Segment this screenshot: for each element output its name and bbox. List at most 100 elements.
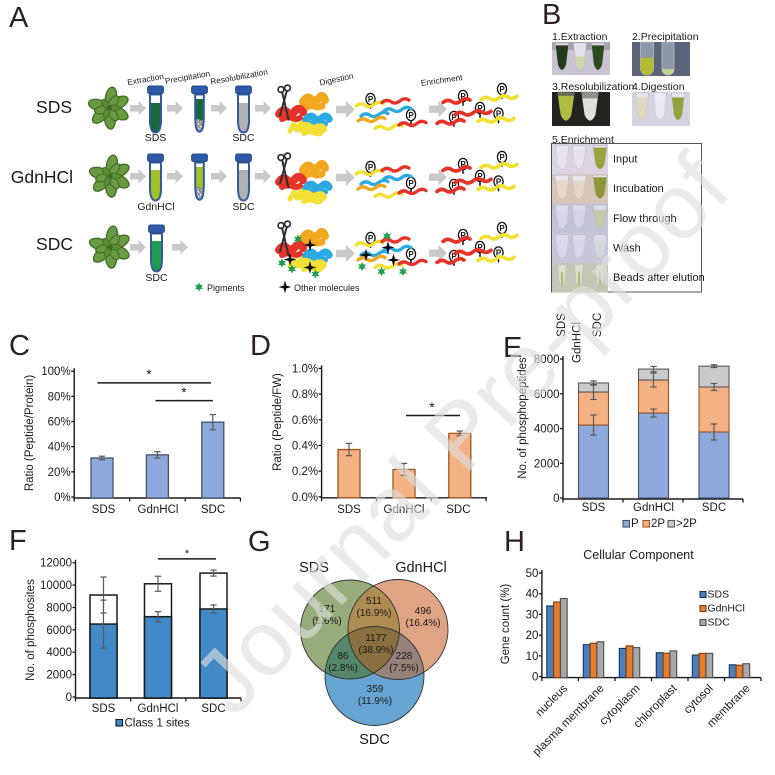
svg-text:30: 30 [526, 609, 539, 621]
svg-text:0.4%: 0.4% [292, 440, 318, 452]
svg-text:Ratio (Peptide/FW): Ratio (Peptide/FW) [272, 373, 284, 471]
svg-text:1.0%: 1.0% [292, 363, 318, 375]
svg-text:2.Precipitation: 2.Precipitation [632, 31, 699, 43]
svg-text:10000: 10000 [40, 580, 72, 592]
svg-text:G: G [248, 526, 271, 558]
svg-text:10: 10 [526, 651, 539, 663]
svg-text:Ratio (Peptide/Protein): Ratio (Peptide/Protein) [24, 375, 36, 492]
svg-text:4000: 4000 [534, 424, 560, 436]
svg-text:E: E [503, 332, 522, 364]
svg-text:No. of phosphosites: No. of phosphosites [25, 579, 37, 681]
svg-text:P: P [631, 518, 639, 530]
svg-text:Resolubilization: Resolubilization [209, 67, 268, 87]
svg-text:8000: 8000 [534, 354, 560, 366]
svg-text:Beads after elution: Beads after elution [613, 272, 705, 284]
svg-text:SDS: SDS [145, 132, 167, 144]
svg-text:C: C [9, 330, 30, 362]
svg-text:SDS: SDS [36, 97, 72, 117]
svg-text:3.Resolubilization: 3.Resolubilization [552, 81, 634, 93]
svg-text:SDC: SDC [201, 703, 225, 715]
svg-text:Other molecules: Other molecules [294, 283, 360, 293]
svg-text:0.2%: 0.2% [292, 466, 318, 478]
svg-text:SDS: SDS [92, 504, 116, 516]
svg-text:SDS: SDS [708, 588, 730, 600]
svg-text:511: 511 [366, 596, 382, 607]
svg-text:SDC: SDC [36, 234, 73, 254]
svg-text:SDC: SDC [359, 732, 390, 748]
svg-text:A: A [9, 2, 29, 34]
svg-text:(11.9%): (11.9%) [358, 696, 392, 707]
svg-text:F: F [9, 525, 27, 557]
svg-text:B: B [542, 0, 561, 31]
svg-text:6000: 6000 [534, 389, 560, 401]
svg-text:1.Extraction: 1.Extraction [552, 31, 608, 43]
svg-text:496: 496 [415, 606, 432, 617]
svg-text:2000: 2000 [46, 670, 72, 682]
svg-text:359: 359 [367, 684, 384, 695]
svg-text:40%: 40% [48, 442, 71, 454]
svg-text:GdnHCl: GdnHCl [138, 504, 179, 516]
svg-text:(16.9%): (16.9%) [356, 608, 391, 619]
svg-text:0%: 0% [54, 492, 71, 504]
svg-text:Pigments: Pigments [207, 283, 245, 293]
svg-text:(2.8%): (2.8%) [328, 663, 357, 674]
svg-text:SDS: SDS [92, 703, 116, 715]
svg-text:SDS: SDS [582, 502, 606, 514]
svg-text:Incubation: Incubation [613, 183, 664, 195]
svg-text:2000: 2000 [534, 458, 560, 470]
svg-text:SDC: SDC [232, 201, 255, 213]
svg-text:80%: 80% [48, 391, 71, 403]
svg-text:6000: 6000 [46, 625, 72, 637]
svg-text:SDS: SDS [556, 313, 568, 337]
svg-text:12000: 12000 [40, 558, 72, 570]
svg-text:0: 0 [553, 493, 559, 505]
svg-text:2P: 2P [651, 518, 665, 530]
svg-text:4000: 4000 [46, 647, 72, 659]
svg-text:SDC: SDC [446, 504, 470, 516]
svg-text:cytosol: cytosol [682, 683, 716, 717]
svg-text:Enrichment: Enrichment [420, 72, 464, 88]
svg-text:0.8%: 0.8% [292, 389, 318, 401]
svg-text:SDC: SDC [708, 616, 731, 628]
svg-text:*: * [146, 366, 152, 382]
svg-text:Precipitation: Precipitation [164, 68, 211, 86]
svg-text:Gene count (%): Gene count (%) [500, 584, 512, 665]
svg-text:Input: Input [613, 153, 637, 165]
svg-text:(38.9%): (38.9%) [358, 645, 393, 656]
svg-text:GdnHCl: GdnHCl [395, 560, 447, 576]
svg-text:SDS: SDS [337, 504, 361, 516]
svg-text:8000: 8000 [46, 602, 72, 614]
svg-text:No. of phosphopeptides: No. of phosphopeptides [517, 357, 529, 479]
svg-text:4.Digestion: 4.Digestion [632, 81, 685, 93]
svg-text:171: 171 [319, 604, 336, 615]
svg-text:*: * [181, 384, 187, 400]
svg-text:(7.5%): (7.5%) [389, 663, 418, 674]
svg-text:Flow through: Flow through [613, 213, 677, 225]
svg-text:100%: 100% [41, 366, 70, 378]
svg-text:Digestion: Digestion [318, 70, 354, 87]
svg-text:Extraction: Extraction [126, 71, 164, 87]
svg-text:SDC: SDC [592, 313, 604, 337]
svg-text:0.6%: 0.6% [292, 415, 318, 427]
svg-text:*: * [185, 548, 190, 560]
svg-text:40: 40 [526, 589, 539, 601]
svg-text:GdnHCl: GdnHCl [138, 703, 179, 715]
svg-text:(5.6%): (5.6%) [312, 616, 341, 627]
svg-text:0.0%: 0.0% [292, 492, 318, 504]
svg-text:SDC: SDC [201, 504, 225, 516]
svg-text:Wash: Wash [613, 242, 641, 254]
svg-text:228: 228 [396, 651, 413, 662]
svg-text:SDC: SDC [702, 502, 726, 514]
svg-text:50: 50 [526, 568, 539, 580]
svg-text:60%: 60% [48, 417, 71, 429]
svg-text:20%: 20% [48, 467, 71, 479]
svg-text:86: 86 [337, 651, 349, 662]
svg-text:GdnHCl: GdnHCl [633, 502, 674, 514]
svg-text:0: 0 [66, 692, 72, 704]
svg-text:20: 20 [526, 630, 539, 642]
svg-text:GdnHCl: GdnHCl [572, 322, 584, 363]
svg-text:Class 1 sites: Class 1 sites [125, 718, 190, 730]
svg-text:SDS: SDS [299, 560, 329, 576]
svg-text:plasma membrane: plasma membrane [531, 683, 607, 759]
svg-text:GdnHCl: GdnHCl [137, 201, 174, 213]
